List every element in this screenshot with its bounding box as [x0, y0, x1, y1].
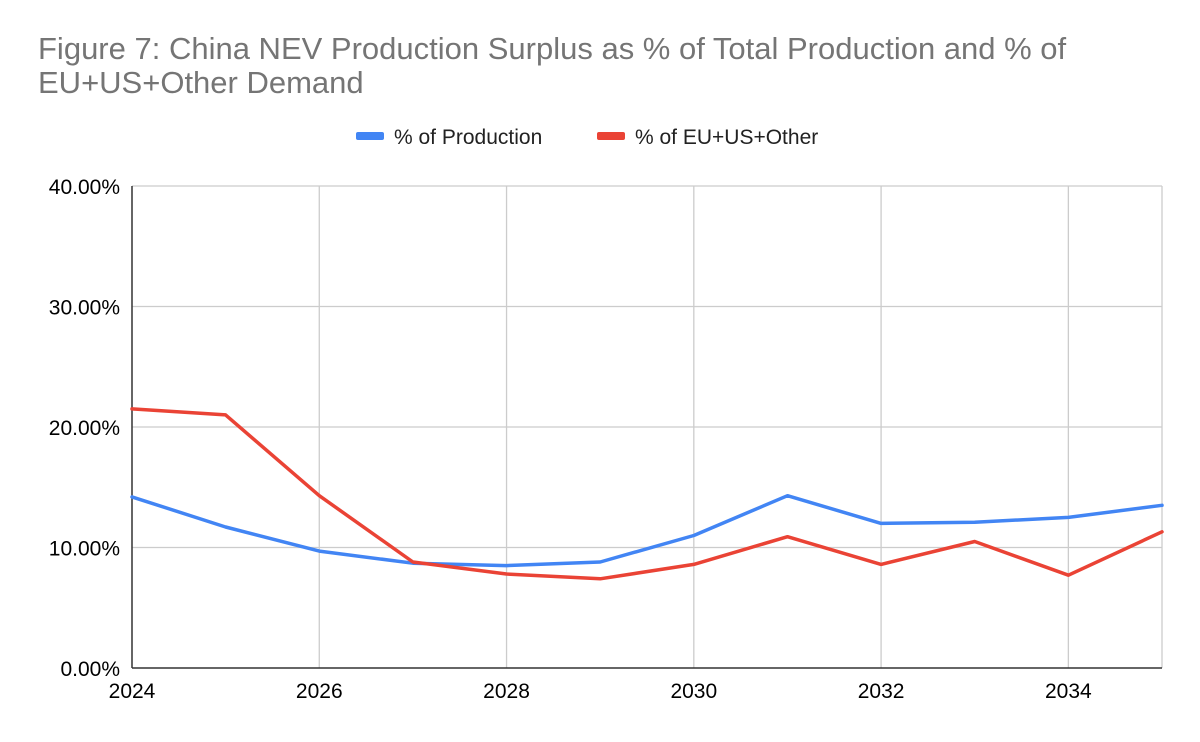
- legend-item[interactable]: % of Production: [356, 126, 542, 149]
- legend[interactable]: % of Production % of EU+US+Other: [356, 126, 818, 149]
- axis-layer: [131, 186, 1162, 669]
- series-line-1: [130, 407, 1164, 581]
- x-tick-label: 2024: [109, 680, 156, 703]
- tick-layer: 0.00% 10.00% 20.00% 30.00% 40.00% 2024 2026 202…: [49, 176, 1092, 703]
- y-tick-label: 40.00%: [49, 176, 120, 199]
- y-tick-label: 10.00%: [49, 538, 120, 561]
- legend-swatch: [356, 132, 384, 140]
- x-tick-label: 2028: [483, 680, 530, 703]
- x-tick-label: 2034: [1045, 680, 1092, 703]
- grid-layer: [132, 185, 1163, 668]
- y-tick-label: 20.00%: [49, 417, 120, 440]
- x-tick-label: 2030: [670, 680, 717, 703]
- y-tick-label: 0.00%: [60, 658, 120, 681]
- x-tick-label: 2032: [858, 680, 905, 703]
- legend-item[interactable]: % of EU+US+Other: [597, 126, 818, 149]
- y-tick-label: 30.00%: [49, 297, 120, 320]
- legend-swatch: [597, 132, 625, 140]
- series-line-0: [130, 493, 1164, 568]
- series-layer: [130, 407, 1164, 581]
- x-tick-label: 2026: [296, 680, 343, 703]
- chart-title: Figure 7: China NEV Production Surplus a…: [38, 31, 1067, 100]
- legend-label: % of EU+US+Other: [635, 126, 818, 149]
- legend-label: % of Production: [394, 126, 542, 149]
